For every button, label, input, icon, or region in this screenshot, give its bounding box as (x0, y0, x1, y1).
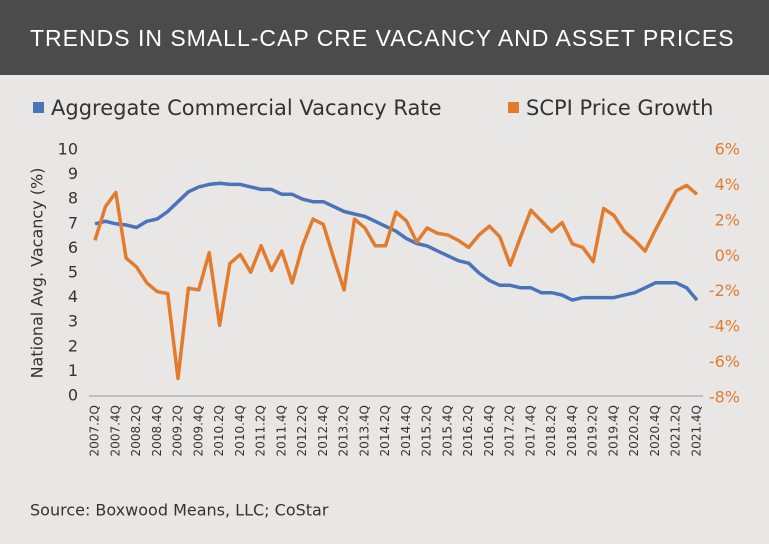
x-tick-label: 2018.2Q (544, 405, 558, 456)
y-tick-label: 8 (68, 189, 78, 208)
y-tick-label: 5 (68, 263, 78, 282)
source: Source: Boxwood Means, LLC; CoStar (30, 501, 329, 520)
y2-tick-label: 2% (715, 210, 740, 229)
y-tick-label: 3 (68, 312, 78, 331)
x-tick-label: 2018.4Q (565, 405, 579, 456)
x-tick-label: 2020.4Q (648, 405, 662, 456)
x-tick-label: 2008.2Q (129, 405, 143, 456)
y2-tick-label: -2% (709, 281, 740, 300)
y2-tick-label: 4% (715, 175, 740, 194)
x-tick-label: 2012.2Q (295, 405, 309, 456)
legend-label: SCPI Price Growth (526, 96, 713, 120)
x-tick-label: 2020.2Q (627, 405, 641, 456)
y-tick-label: 1 (68, 361, 78, 380)
y-tick-label: 9 (68, 164, 78, 183)
x-tick-label: 2009.2Q (171, 405, 185, 456)
y-tick-label: 0 (68, 386, 78, 405)
chart-title: TRENDS IN SMALL-CAP CRE VACANCY AND ASSE… (30, 25, 735, 51)
y2-tick-label: -8% (709, 388, 740, 407)
x-tick-label: 2013.4Q (357, 405, 371, 456)
y-tick-label: 10 (58, 140, 78, 159)
x-tick-label: 2015.2Q (420, 405, 434, 456)
x-tick-label: 2007.4Q (108, 405, 122, 456)
x-tick-label: 2010.2Q (212, 405, 226, 456)
y-tick-label: 4 (68, 287, 78, 306)
x-tick-label: 2016.2Q (461, 405, 475, 456)
y-axis-label: National Avg. Vacancy (%) (28, 168, 47, 379)
y2-tick-label: -4% (709, 317, 740, 336)
y2-tick-label: 0% (715, 246, 740, 265)
x-tick-label: 2007.2Q (88, 405, 102, 456)
x-tick-label: 2008.4Q (150, 405, 164, 456)
header (0, 0, 769, 75)
y-tick-label: 2 (68, 336, 78, 355)
x-tick-label: 2014.2Q (378, 405, 392, 456)
y-tick-label: 6 (68, 238, 78, 257)
x-tick-label: 2015.4Q (440, 405, 454, 456)
y2-tick-label: -6% (709, 352, 740, 371)
x-tick-label: 2013.2Q (337, 405, 351, 456)
x-tick-label: 2017.2Q (503, 405, 517, 456)
x-tick-label: 2012.4Q (316, 405, 330, 456)
x-tick-label: 2021.4Q (690, 405, 704, 456)
series-line (94, 181, 699, 302)
x-tick-label: 2016.4Q (482, 405, 496, 456)
y-tick-label: 7 (68, 213, 78, 232)
legend-swatch (33, 102, 44, 113)
x-tick-label: 2010.4Q (233, 405, 247, 456)
legend-label: Aggregate Commercial Vacancy Rate (51, 96, 442, 120)
x-tick-label: 2009.4Q (191, 405, 205, 456)
x-tick-label: 2019.2Q (586, 405, 600, 456)
x-tick-label: 2017.4Q (523, 405, 537, 456)
legend-swatch (508, 102, 519, 113)
x-tick-label: 2011.4Q (274, 405, 288, 456)
x-tick-label: 2014.4Q (399, 405, 413, 456)
series-line (93, 183, 699, 381)
x-tick-label: 2021.2Q (669, 405, 683, 456)
x-tick-label: 2019.4Q (606, 405, 620, 456)
x-tick-label: 2011.2Q (254, 405, 268, 456)
y2-tick-label: 6% (715, 140, 740, 159)
